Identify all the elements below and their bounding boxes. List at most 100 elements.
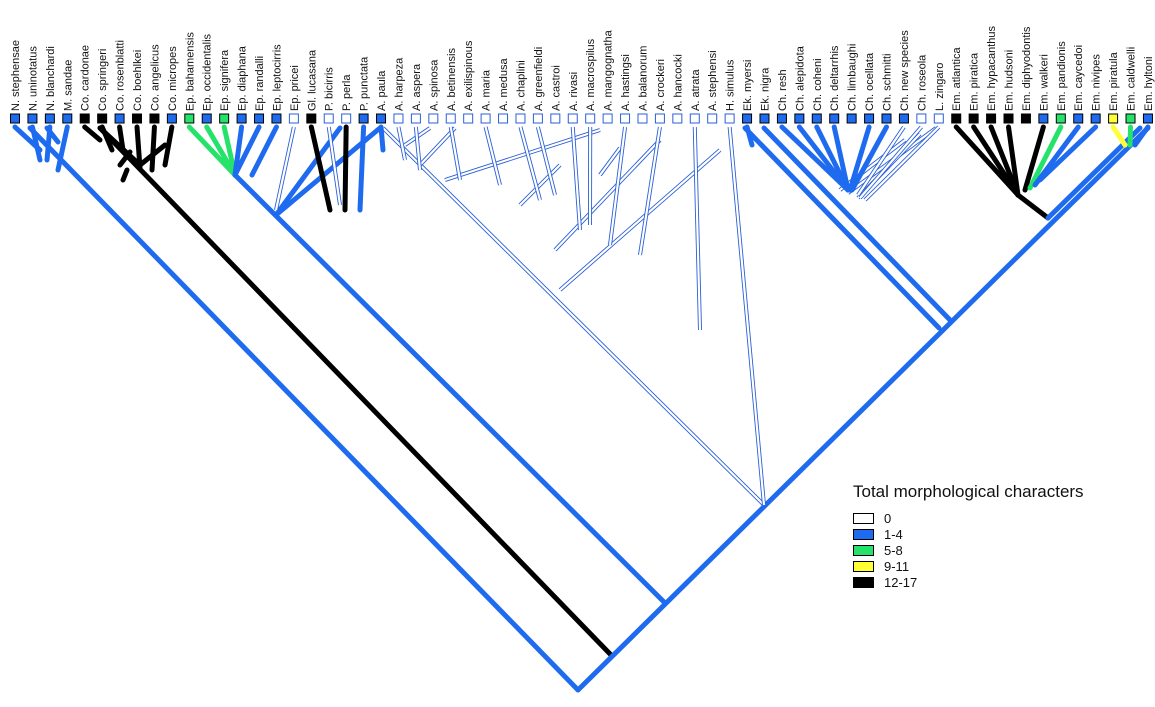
terminal-branch-9: [162, 124, 175, 168]
tip-box-26: [463, 113, 474, 124]
tip-box-47: [829, 113, 840, 124]
taxon-label: A. balanorum: [637, 46, 649, 111]
tip-box-17: [306, 113, 317, 124]
taxon-label: Ch. new species: [899, 30, 911, 111]
legend-item-5-8: 5-8: [853, 542, 1143, 558]
tip-box-40: [707, 113, 718, 124]
tip-box-56: [986, 113, 997, 124]
taxon-label: Gl. lucasana: [306, 49, 318, 111]
taxon-label: A. rivasi: [568, 72, 580, 111]
taxon-label: N. uninotatus: [27, 46, 39, 111]
terminal-branch-6: [117, 124, 126, 153]
taxon-label: A. atrata: [690, 69, 702, 111]
legend-label-1-4: 1-4: [884, 526, 903, 542]
terminal-branch-8: [149, 124, 157, 173]
tip-box-58: [1020, 113, 1031, 124]
taxon-label: Ep. leptocirris: [271, 44, 283, 111]
terminal-branch-56: [988, 124, 1021, 198]
legend: Total morphological characters 0 1-4 5-8…: [853, 482, 1143, 590]
legend-item-9-11: 9-11: [853, 558, 1143, 574]
taxon-label: P. bicirris: [324, 67, 336, 111]
tip-box-60: [1055, 113, 1066, 124]
tip-box-10: [184, 113, 195, 124]
taxon-label: A. exilispinous: [463, 40, 475, 111]
taxon-label: Ch. schmitti: [882, 54, 894, 111]
tip-box-46: [811, 113, 822, 124]
legend-title: Total morphological characters: [853, 482, 1084, 501]
tip-box-8: [149, 113, 160, 124]
taxon-label: M. sandae: [62, 60, 74, 111]
taxon-label: Ch. deltarrhis: [829, 45, 841, 111]
terminal-branch-42: [744, 124, 755, 148]
terminal-branch-64: [1127, 124, 1134, 148]
taxon-label: Ek. nigra: [759, 67, 771, 111]
terminal-branch-52: [859, 126, 923, 199]
tip-box-14: [254, 113, 265, 124]
taxon-label: L. zingaro: [934, 63, 946, 111]
tip-box-54: [951, 113, 962, 124]
tip-box-25: [445, 113, 456, 124]
legend-swatch-12-17: [853, 576, 874, 588]
taxon-label: A. medusa: [498, 58, 510, 111]
taxon-label: A. crockeri: [655, 59, 667, 111]
tip-box-52: [916, 113, 927, 124]
tip-box-23: [410, 113, 421, 124]
legend-item-0: 0: [853, 510, 1143, 526]
terminal-branch-3: [55, 124, 70, 173]
internal-branch-24: [1045, 125, 1143, 221]
terminal-branch-62: [1037, 124, 1099, 183]
terminal-branch-13: [232, 124, 245, 178]
tip-box-64: [1125, 113, 1136, 124]
taxon-label: A. hancocki: [672, 54, 684, 111]
terminal-branch-47: [831, 124, 851, 193]
terminal-branch-21: [378, 124, 386, 153]
taxon-label: Ep. diaphana: [237, 45, 249, 111]
taxon-label: A. aspera: [411, 63, 423, 111]
tip-box-43: [759, 113, 770, 124]
taxon-label: A. chaplini: [515, 60, 527, 111]
taxon-label: Em. caldwelli: [1126, 47, 1138, 111]
terminal-branch-22: [397, 126, 407, 161]
taxon-label: Ep. bahamensis: [184, 32, 196, 111]
terminal-branch-49: [847, 124, 872, 193]
terminal-branch-15: [249, 124, 279, 178]
terminal-branch-2: [44, 124, 53, 163]
taxon-label: Co. boehlkei: [132, 50, 144, 111]
taxon-label: A. hastingsi: [620, 54, 632, 111]
legend-label-9-11: 9-11: [884, 558, 910, 574]
internal-branch-14: [519, 164, 561, 206]
internal-branch-17: [599, 147, 621, 176]
legend-swatch-9-11: [853, 560, 874, 572]
taxon-label: P. punctata: [359, 56, 371, 111]
tip-box-18: [323, 113, 334, 124]
internal-branch-15: [554, 139, 661, 251]
tip-box-34: [602, 113, 613, 124]
terminal-branch-53: [864, 126, 940, 201]
tip-box-5: [97, 113, 108, 124]
taxon-label: A. stephensi: [707, 50, 719, 111]
taxon-label: A. spinosa: [428, 59, 440, 111]
taxon-label: A. mangognatha: [603, 29, 615, 111]
taxon-label: Em. hudsoni: [1004, 50, 1016, 111]
tip-box-38: [672, 113, 683, 124]
taxon-labels: N. stephensae N. uninotatus N. blanchardi M…: [10, 26, 1155, 111]
tip-box-41: [724, 113, 735, 124]
terminal-branch-4: [82, 124, 103, 143]
terminal-branch-1: [29, 124, 43, 163]
terminal-branch-29: [519, 126, 542, 201]
internal-branch-0: [27, 125, 581, 693]
tip-box-20: [358, 113, 369, 124]
tip-box-1: [27, 113, 38, 124]
terminal-branch-37: [638, 126, 661, 256]
taxon-label: Em. piratula: [1108, 51, 1120, 111]
terminal-branch-60: [1027, 124, 1064, 191]
taxon-label: N. blanchardi: [45, 46, 57, 111]
taxon-label: Ch. resh: [777, 69, 789, 111]
tip-box-33: [585, 113, 596, 124]
taxon-label: Ek. myersi: [742, 60, 754, 111]
terminal-branch-14: [232, 124, 262, 178]
taxon-label: Ep. pricei: [289, 65, 301, 111]
legend-item-1-4: 1-4: [853, 526, 1143, 542]
tip-box-45: [794, 113, 805, 124]
terminal-branch-45: [796, 124, 851, 193]
